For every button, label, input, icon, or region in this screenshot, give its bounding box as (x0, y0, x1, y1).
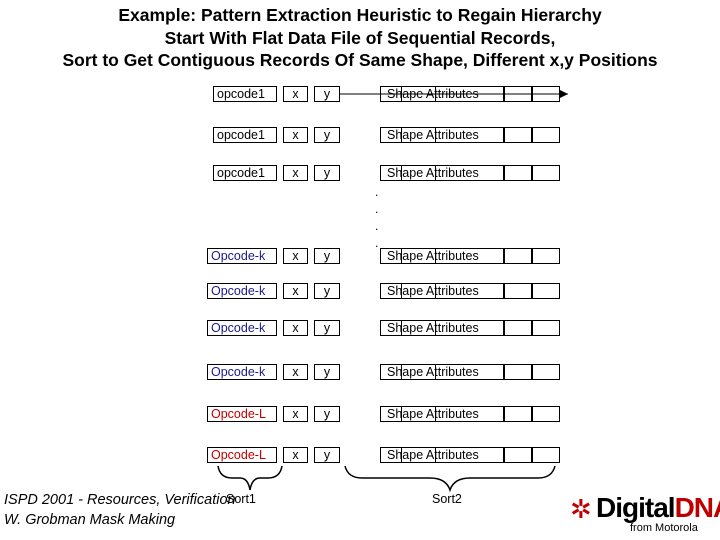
record-row: Opcode-L x y Shape Attributes (0, 447, 720, 463)
opcode-field: Opcode-k (207, 248, 277, 264)
shape-attributes-field: Shape Attributes (380, 248, 504, 264)
sort2-label: Sort2 (432, 492, 462, 506)
sort1-label: Sort1 (226, 492, 256, 506)
y-field: y (314, 248, 340, 264)
opcode-field: opcode1 (213, 127, 277, 143)
y-field: y (314, 165, 340, 181)
x-field: x (283, 127, 308, 143)
y-field: y (314, 447, 340, 463)
opcode-field: Opcode-L (207, 406, 277, 422)
opcode-field: Opcode-k (207, 320, 277, 336)
y-field: y (314, 127, 340, 143)
y-field: y (314, 364, 340, 380)
x-field: x (283, 248, 308, 264)
logo-subtitle: from Motorola (630, 522, 698, 534)
record-row: opcode1 x y Shape Attributes (0, 127, 720, 143)
sort2-brace (344, 465, 556, 493)
record-list: opcode1 x y Shape Attributes opcode1 x y Shape … (0, 86, 720, 463)
extra-field (532, 248, 560, 264)
opcode-field: opcode1 (213, 86, 277, 102)
footer: ISPD 2001 - Resources, Verification W. G… (4, 490, 236, 530)
shape-attributes-field: Shape Attributes (380, 406, 504, 422)
ellipsis-dot: . (375, 236, 379, 250)
shape-attributes-field: Shape Attributes (380, 447, 504, 463)
extra-field (504, 364, 532, 380)
ellipsis-dot: . (375, 219, 379, 233)
sort1-brace (217, 465, 283, 491)
x-field: x (283, 86, 308, 102)
record-row: Opcode-k x y Shape Attributes (0, 320, 720, 336)
extra-field (532, 127, 560, 143)
opcode-field: Opcode-k (207, 283, 277, 299)
x-field: x (283, 165, 308, 181)
record-row: opcode1 x y Shape Attributes (0, 165, 720, 181)
title-line-3: Sort to Get Contiguous Records Of Same S… (62, 50, 658, 70)
digitaldna-logo: ✲ DigitalDNA from Motorola (570, 492, 720, 540)
x-field: x (283, 320, 308, 336)
y-field: y (314, 283, 340, 299)
y-field: y (314, 86, 340, 102)
extra-field (532, 283, 560, 299)
extra-field (504, 447, 532, 463)
extra-field (504, 320, 532, 336)
extra-field (532, 320, 560, 336)
opcode-field: Opcode-L (207, 447, 277, 463)
shape-attributes-field: Shape Attributes (380, 165, 504, 181)
ellipsis-dot: . (375, 202, 379, 216)
extra-field (532, 406, 560, 422)
extra-field (504, 283, 532, 299)
x-field: x (283, 406, 308, 422)
logo-star-icon: ✲ (570, 494, 592, 524)
extra-field (532, 165, 560, 181)
extra-field (532, 364, 560, 380)
shape-attributes-field: Shape Attributes (380, 364, 504, 380)
extra-field (504, 127, 532, 143)
x-field: x (283, 447, 308, 463)
title-line-2: Start With Flat Data File of Sequential … (164, 27, 556, 48)
y-field: y (314, 320, 340, 336)
opcode-field: Opcode-k (207, 364, 277, 380)
x-field: x (283, 364, 308, 380)
ellipsis-dot: . (375, 185, 379, 199)
title-line-1: Example: Pattern Extraction Heuristic to… (118, 5, 602, 25)
shape-attributes-field: Shape Attributes (380, 320, 504, 336)
extra-field (504, 165, 532, 181)
extra-field (504, 406, 532, 422)
extra-field (532, 447, 560, 463)
record-row: Opcode-k x y Shape Attributes (0, 364, 720, 380)
footer-line-1: ISPD 2001 - Resources, Verification (4, 492, 236, 508)
footer-line-2: W. Grobman Mask Making (4, 512, 176, 528)
y-field: y (314, 406, 340, 422)
logo-brand: DigitalDNA (596, 492, 720, 523)
opcode-field: opcode1 (213, 165, 277, 181)
record-row: Opcode-L x y Shape Attributes (0, 406, 720, 422)
record-row: Opcode-k x y Shape Attributes (0, 283, 720, 299)
record-row: Opcode-k x y Shape Attributes (0, 248, 720, 264)
shape-attributes-field: Shape Attributes (380, 283, 504, 299)
slide-title: Example: Pattern Extraction Heuristic to… (0, 4, 720, 72)
shape-attributes-field: Shape Attributes (380, 127, 504, 143)
x-field: x (283, 283, 308, 299)
extra-field (504, 248, 532, 264)
